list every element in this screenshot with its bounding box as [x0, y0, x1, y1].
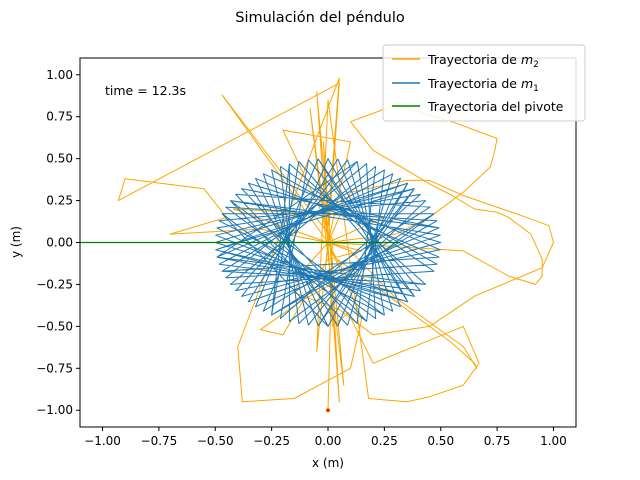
- time-annotation: time = 12.3s: [105, 83, 186, 98]
- x-tick-label: 0.25: [371, 434, 398, 448]
- x-tick-label: 0.75: [484, 434, 511, 448]
- legend-label-m1-base: Trayectoria de: [427, 76, 521, 91]
- legend-label-m2-sub: 2: [533, 60, 539, 70]
- legend-label-m1: Trayectoria de m1: [427, 76, 539, 94]
- legend-label-m2-math: m: [521, 52, 533, 67]
- x-tick-label: 1.00: [540, 434, 567, 448]
- y-tick-label: −0.75: [36, 361, 73, 375]
- y-tick-label: 0.00: [46, 236, 73, 250]
- legend-label-m2: Trayectoria de m2: [427, 52, 539, 70]
- y-tick-label: 0.25: [46, 194, 73, 208]
- series-layer: [80, 77, 554, 413]
- y-tick-label: −1.00: [36, 403, 73, 417]
- series-line-m1: [214, 158, 442, 327]
- y-tick-label: 0.50: [46, 152, 73, 166]
- chart-title: Simulación del péndulo: [235, 10, 405, 26]
- legend-label-m2-base: Trayectoria de: [427, 52, 521, 67]
- y-tick-label: −0.25: [36, 277, 73, 291]
- x-axis-ticks: −1.00 −0.75 −0.50 −0.25 0.00 0.25 0.50 0.75 1.00: [84, 427, 567, 448]
- x-axis-label: x (m): [312, 456, 344, 470]
- x-tick-label: 0.50: [427, 434, 454, 448]
- x-tick-label: −0.25: [253, 434, 290, 448]
- legend-label-pivot: Trayectoria del pivote: [427, 99, 564, 114]
- y-axis-ticks: −1.00 −0.75 −0.50 −0.25 0.00 0.25 0.50 0.75 1.00: [36, 68, 80, 417]
- series-line-m2: [117, 77, 554, 411]
- x-tick-label: −0.50: [197, 434, 234, 448]
- x-tick-label: 0.00: [315, 434, 342, 448]
- legend-label-m1-sub: 1: [533, 84, 539, 94]
- legend-label-m1-math: m: [521, 76, 533, 91]
- x-tick-label: −0.75: [141, 434, 178, 448]
- end-marker-point: [325, 408, 331, 413]
- y-axis-label: y (m): [9, 226, 23, 258]
- y-tick-label: −0.50: [36, 319, 73, 333]
- y-tick-label: 1.00: [46, 68, 73, 82]
- y-tick-label: 0.75: [46, 110, 73, 124]
- legend: Trayectoria de m2 Trayectoria de m1 Tray…: [382, 44, 586, 122]
- legend-box: [382, 44, 586, 122]
- x-tick-label: −1.00: [84, 434, 121, 448]
